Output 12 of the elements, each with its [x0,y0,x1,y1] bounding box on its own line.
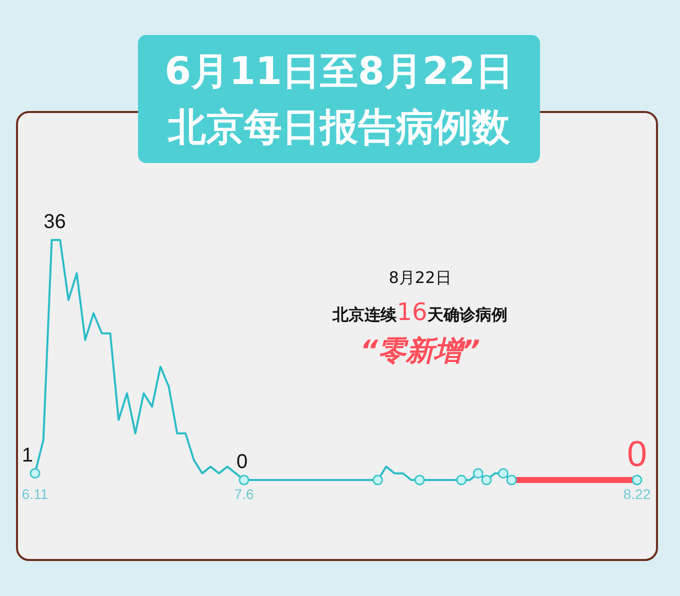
x-tick-label: 7.6 [234,486,254,502]
data-label: 0 [626,433,648,474]
data-label: 36 [44,211,66,233]
chart-subtitle: 北京每日报告病例数 [167,105,511,149]
chart-title: 6月11日至8月22日 [164,49,514,93]
x-tick-label: 6.11 [22,486,48,502]
annotation: 8月22日 [388,268,452,287]
data-label: 1 [22,444,33,466]
x-tick-label: 8.22 [623,486,651,502]
annotation: “零新增” [360,334,480,367]
annotation: 北京连续16天确诊病例 [332,298,508,326]
data-label: 0 [236,451,248,473]
